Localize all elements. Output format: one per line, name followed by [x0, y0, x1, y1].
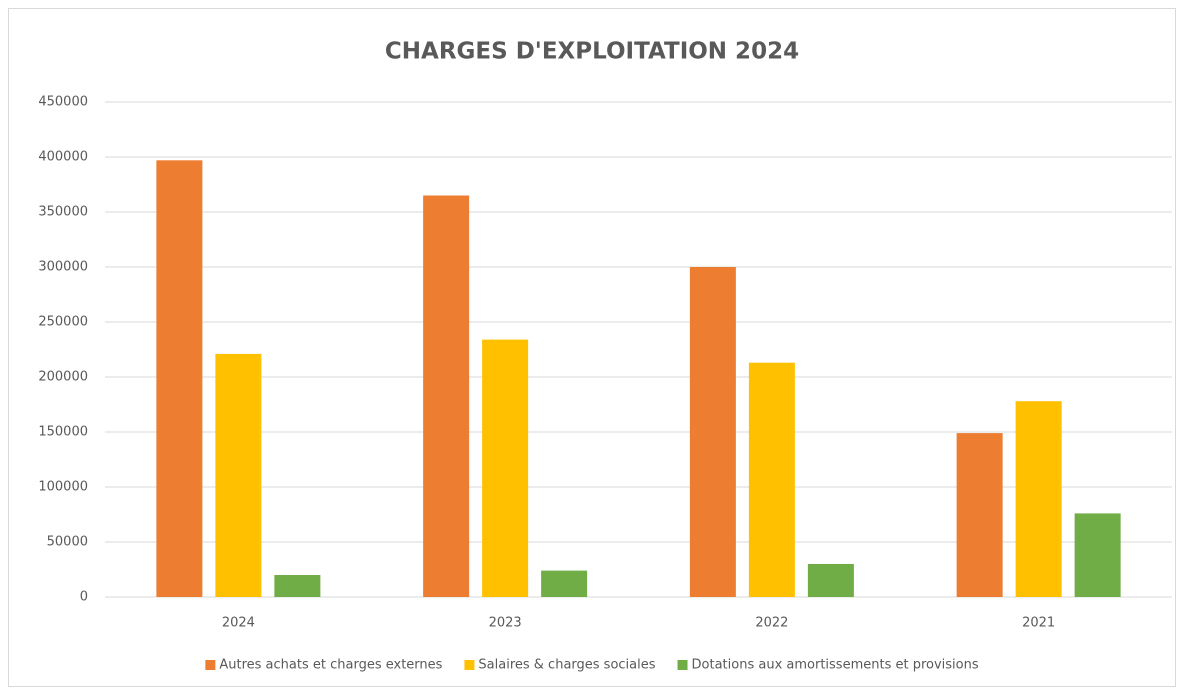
bar	[1074, 513, 1121, 597]
bar	[156, 160, 203, 598]
y-tick-label: 250000	[38, 315, 88, 330]
y-tick-label: 0	[80, 590, 88, 605]
y-tick-label: 450000	[38, 95, 88, 110]
y-tick-label: 50000	[47, 535, 88, 550]
y-tick-label: 150000	[38, 425, 88, 440]
y-tick-label: 200000	[38, 370, 88, 385]
bar	[541, 570, 588, 597]
bar	[748, 362, 795, 597]
legend-label: Dotations aux amortissements et provisio…	[692, 658, 979, 673]
bar	[807, 564, 854, 597]
chart-title: CHARGES D'EXPLOITATION 2024	[385, 39, 799, 65]
bar	[689, 267, 736, 597]
x-tick-label: 2022	[755, 616, 788, 631]
x-tick-label: 2021	[1022, 616, 1055, 631]
bar	[956, 433, 1003, 597]
y-tick-label: 300000	[38, 260, 88, 275]
y-tick-label: 350000	[38, 205, 88, 220]
bar	[274, 575, 321, 597]
y-tick-label: 100000	[38, 480, 88, 495]
y-tick-label: 400000	[38, 150, 88, 165]
x-tick-label: 2024	[222, 616, 255, 631]
bar	[1015, 401, 1062, 597]
legend-label: Salaires & charges sociales	[478, 658, 655, 673]
bar	[423, 195, 470, 597]
legend-label: Autres achats et charges externes	[219, 658, 442, 673]
legend-swatch	[677, 660, 688, 670]
legend-swatch	[464, 660, 475, 670]
bar	[482, 339, 529, 597]
x-tick-label: 2023	[489, 616, 522, 631]
bar	[215, 353, 262, 597]
legend-swatch	[205, 660, 216, 670]
